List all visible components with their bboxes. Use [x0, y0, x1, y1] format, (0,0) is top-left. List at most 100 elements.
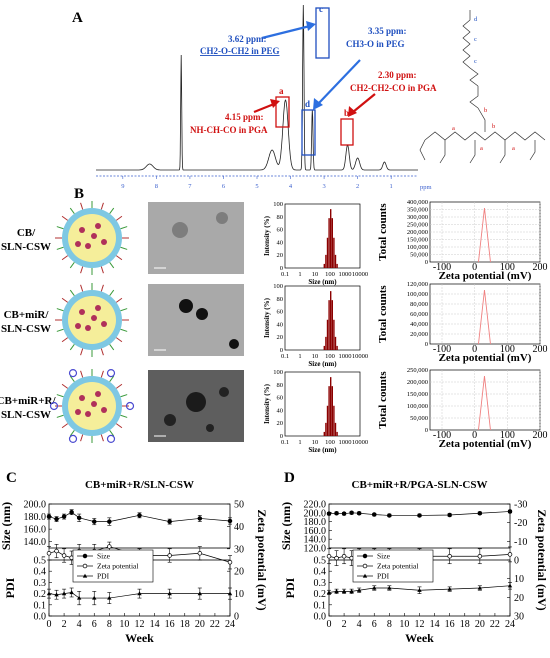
pdi-tick-label: 0.5 — [34, 556, 47, 567]
zeta-tick-label: 30 — [514, 612, 524, 623]
dls-xlabel: Size (nm) — [308, 446, 337, 454]
dls-ytick: 80 — [277, 382, 284, 389]
zeta-ytick: 40,000 — [410, 321, 428, 328]
peg-chain — [109, 261, 115, 269]
size-frame — [48, 503, 231, 549]
struct-label-a1: a — [452, 125, 455, 132]
dls-ylabel: Intensity (%) — [263, 297, 271, 338]
x-tick-label: 2 — [342, 619, 347, 630]
dls-ylabel: Intensity (%) — [263, 383, 271, 424]
drug-dot — [75, 323, 81, 329]
annotation-a-text: NH-CH-CO in PGA — [190, 125, 268, 135]
x-tick-label: 4 — [357, 619, 362, 630]
zeta-peak — [478, 289, 491, 345]
peak-box-d — [301, 109, 316, 156]
peg-chain — [120, 246, 128, 250]
x-tick-label: 6 — [372, 619, 377, 630]
data-point — [92, 595, 97, 600]
data-point — [507, 552, 513, 557]
nmr-tick-label: 5 — [255, 183, 258, 190]
zeta-tick-label: 30 — [234, 544, 244, 555]
pdi-tick-label: 0.2 — [314, 589, 327, 600]
drug-dot — [85, 243, 91, 249]
data-point — [54, 548, 59, 554]
zeta-xlabel: Zeta potential (mV) — [439, 438, 532, 450]
peg-chain — [100, 202, 104, 210]
peg-chain — [109, 343, 115, 351]
zeta-xtick: 0 — [472, 262, 477, 273]
drug-dot — [95, 223, 101, 229]
zeta-ytick: 0 — [425, 427, 428, 434]
tem-particle — [179, 299, 193, 313]
dls-xtick: 0.1 — [281, 439, 289, 446]
legend-marker — [362, 563, 368, 569]
peak-label-d: d — [305, 99, 310, 109]
dls-ytick: 40 — [277, 239, 284, 246]
tem-image — [148, 202, 244, 274]
data-point — [137, 591, 142, 596]
row-label-line1: CB+miR+R/ — [0, 395, 56, 407]
pdi-tick-label: 0.2 — [34, 589, 47, 600]
struct-label-b2: b — [492, 123, 495, 130]
zeta-ytick: 60,000 — [410, 311, 428, 318]
arrow-b — [352, 93, 376, 113]
zeta-xtick: 100 — [500, 262, 515, 273]
dls-xtick: 10 — [312, 439, 319, 446]
peg-chain — [115, 337, 123, 343]
dls-xtick: 100 — [325, 439, 335, 446]
dls-bar — [334, 336, 337, 350]
drug-dot — [85, 325, 91, 331]
dls-bar — [326, 237, 329, 268]
dls-ytick: 100 — [273, 283, 283, 290]
x-tick-label: 18 — [180, 619, 190, 630]
peg-chain — [56, 308, 64, 312]
zeta-ytick: 150,000 — [407, 391, 428, 398]
dls-bar — [330, 209, 332, 268]
data-point — [447, 554, 452, 559]
peak-box-a — [275, 96, 290, 128]
drug-dot — [95, 391, 101, 397]
dls-bar — [323, 431, 325, 436]
peg-chain — [100, 266, 104, 274]
data-point — [356, 510, 362, 516]
size-frame — [328, 503, 511, 549]
x-axis-label: Week — [405, 631, 434, 645]
tem-particle — [164, 414, 176, 426]
size-tick-label: 140.0 — [304, 535, 327, 546]
peg-chain — [56, 246, 64, 250]
dls-xtick: 100 — [325, 271, 335, 278]
zeta-tick-label: -30 — [514, 500, 527, 511]
zeta-ylabel: Total counts — [377, 203, 389, 261]
size-tick-label: 160.0 — [24, 525, 47, 536]
peg-chain — [115, 297, 123, 303]
tem-particle — [219, 387, 229, 397]
tem-background — [148, 284, 244, 356]
drug-dot — [75, 409, 81, 415]
annotation-d-text: CH3-O in PEG — [346, 39, 405, 49]
data-point — [341, 511, 347, 516]
x-tick-label: 0 — [327, 619, 332, 630]
peak-label-c: c — [319, 4, 323, 14]
data-point — [477, 585, 483, 590]
zeta-xlabel: Zeta potential (mV) — [439, 270, 532, 282]
pdi-tick-label: 0.0 — [34, 612, 47, 623]
peg-chain — [69, 261, 75, 269]
data-point — [69, 590, 74, 595]
zeta-xtick: -100 — [433, 430, 451, 441]
panel-label-d: D — [284, 470, 295, 486]
zeta-ytick: 300,000 — [407, 214, 428, 221]
x-tick-label: 12 — [135, 619, 145, 630]
dls-frame — [284, 371, 361, 437]
peak-box-b — [340, 118, 354, 146]
zeta-axis-label: Zeta potential (mV) — [255, 509, 269, 610]
dls-ytick: 60 — [277, 227, 284, 234]
chart-title: CB+miR+R/PGA-SLN-CSW — [352, 479, 488, 491]
dls-ytick: 80 — [277, 296, 284, 303]
tem-particle — [186, 392, 206, 412]
nmr-tick-label: 9 — [121, 183, 124, 190]
legend-label: Size — [97, 552, 111, 561]
arrow-d — [317, 59, 361, 105]
peg-chain — [100, 370, 104, 378]
dls-xtick: 1 — [298, 271, 301, 278]
data-point — [61, 553, 67, 558]
